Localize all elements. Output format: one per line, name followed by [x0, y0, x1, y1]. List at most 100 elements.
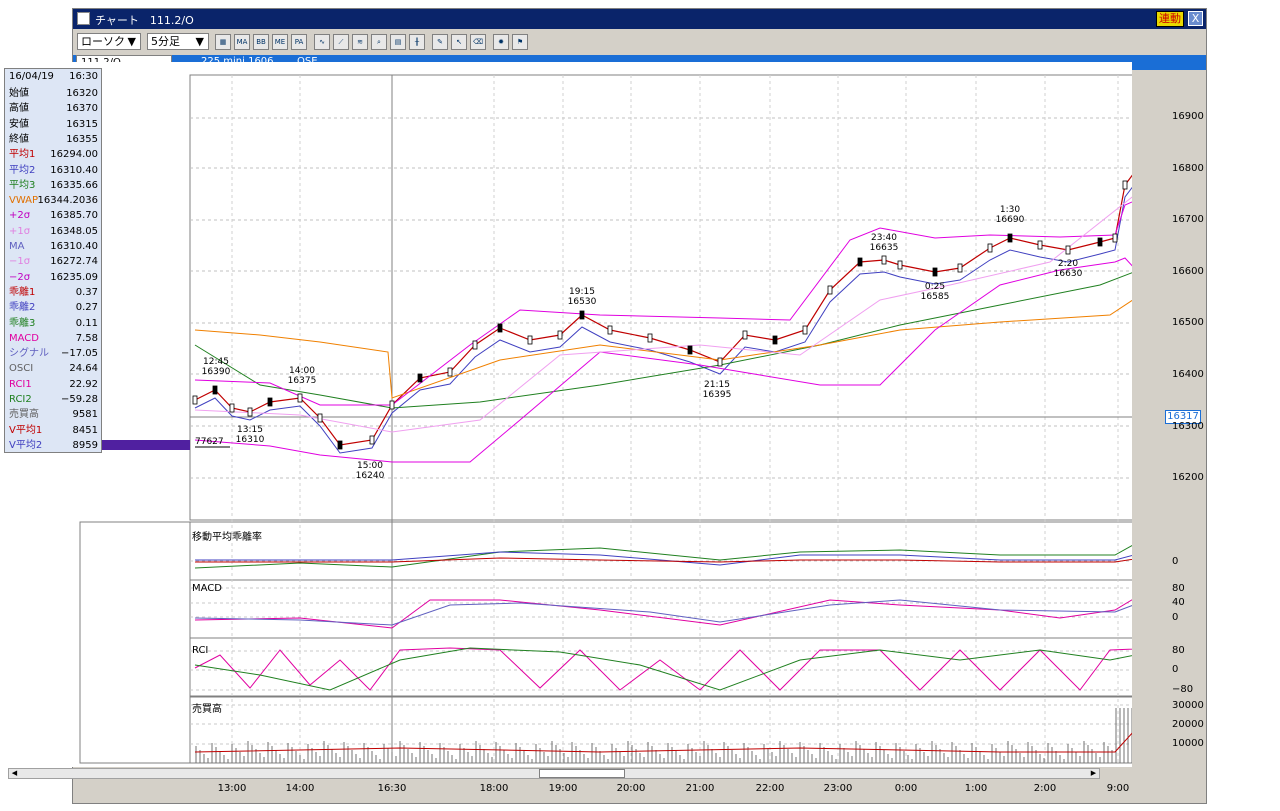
price-chart[interactable]	[8, 62, 1166, 767]
panel-row: シグナル −17.05	[5, 346, 101, 362]
x-axis-tick-label: 0:00	[894, 783, 918, 794]
chart-icon[interactable]: ▦	[215, 34, 231, 50]
panel-row-value: 8959	[72, 439, 98, 451]
panel-row: OSCI 24.64	[5, 361, 101, 377]
annotation-time: 19:15	[569, 287, 595, 297]
pointer-icon[interactable]: ↖	[451, 34, 467, 50]
line-icon[interactable]: ∿	[314, 34, 330, 50]
annotation-time: 1:30	[999, 205, 1021, 215]
horizontal-scrollbar[interactable]: ◀ ▶	[8, 768, 1100, 779]
chart-area[interactable]	[8, 62, 1166, 767]
grid-icon[interactable]: ╫	[409, 34, 425, 50]
annotation-time: 2:20	[1057, 259, 1079, 269]
candle	[687, 345, 693, 355]
annotation-time: 23:40	[871, 233, 897, 243]
panel-row-label: MACD	[9, 332, 39, 344]
panel-row-label: 乖離1	[9, 286, 36, 298]
link-toggle-button[interactable]: 連動	[1156, 11, 1184, 27]
panel-row-label: OSCI	[9, 363, 34, 375]
deviation-line-3	[194, 529, 1161, 569]
candle	[557, 330, 563, 340]
volume-marker: 77627	[195, 437, 224, 447]
panel-row: 乖離2 0.27	[5, 300, 101, 316]
candle	[229, 403, 235, 413]
panel-row-value: 16310.40	[50, 164, 98, 176]
interval-value: 5分足	[151, 35, 180, 48]
zoom-icon[interactable]: ⌕	[371, 34, 387, 50]
panel-row-value: 16294.00	[50, 149, 98, 161]
pen-icon[interactable]: ✎	[432, 34, 448, 50]
me-button[interactable]: ME	[272, 34, 288, 50]
annotation-time: 0:25	[924, 282, 946, 292]
panel-row: 終値 16355	[5, 132, 101, 148]
panel-row-value: 16355	[66, 133, 98, 145]
scroll-left-icon[interactable]: ◀	[11, 769, 18, 777]
x-axis-tick-label: 23:00	[823, 783, 853, 794]
panel-row-value: −17.05	[60, 348, 98, 360]
toolbar: ローソク ▼ 5分足 ▼ ▦ MA BB ME PA ∿ ⟋ ≋ ⌕ ▤ ╫ ✎…	[73, 30, 1206, 54]
panel-row-value: 16335.66	[50, 179, 98, 191]
y-axis-tick-label: 30000	[1172, 700, 1204, 711]
eraser-icon[interactable]: ⌫	[470, 34, 486, 50]
y-axis-tick-label: 16900	[1172, 111, 1204, 122]
ma-button[interactable]: MA	[234, 34, 250, 50]
x-axis-tick-label: 2:00	[1033, 783, 1057, 794]
panel-row: −2σ 16235.09	[5, 270, 101, 286]
panel-row: MACD 7.58	[5, 331, 101, 347]
y-axis-tick-label: 16300	[1172, 421, 1204, 432]
y-axis-tick-label: 16500	[1172, 317, 1204, 328]
draw-icon[interactable]: ⟋	[333, 34, 349, 50]
panel-row-label: V平均1	[9, 424, 43, 436]
indicator-pane-frame	[189, 521, 1166, 581]
y-axis-tick-label: 16400	[1172, 369, 1204, 380]
chart-type-dropdown[interactable]: ローソク ▼	[77, 33, 141, 50]
candle	[192, 395, 198, 405]
indicator-pane-frame	[189, 696, 1166, 764]
panel-row-label: 平均2	[9, 164, 36, 176]
candle	[212, 385, 218, 395]
panel-row-label: 高値	[9, 103, 29, 115]
pa-button[interactable]: PA	[291, 34, 307, 50]
panel-row-label: VWAP	[9, 195, 39, 207]
window-title: チャート 111.2/O	[95, 14, 194, 27]
candle	[1112, 233, 1118, 243]
bb-upper-line	[194, 189, 1161, 406]
annotation-price: 16310	[235, 435, 265, 445]
panel-row: MA 16310.40	[5, 239, 101, 255]
candle	[717, 357, 723, 367]
panel-row-label: 安値	[9, 118, 29, 130]
candle	[527, 335, 533, 345]
x-axis-tick-label: 18:00	[479, 783, 509, 794]
bb-button[interactable]: BB	[253, 34, 269, 50]
panel-row-value: 16320	[66, 88, 98, 99]
candle	[1007, 233, 1013, 243]
panel-row-label: 乖離2	[9, 302, 36, 314]
panel-row-value: 0.37	[75, 286, 98, 298]
interval-dropdown[interactable]: 5分足 ▼	[147, 33, 209, 50]
chart-type-value: ローソク	[81, 35, 125, 48]
macd-line	[194, 582, 1161, 629]
candle	[337, 440, 343, 450]
close-button[interactable]: X	[1188, 11, 1203, 26]
price-annotation: 15:00 16240	[356, 461, 385, 481]
panel-row-value: 8451	[72, 424, 98, 436]
scroll-right-icon[interactable]: ▶	[1090, 769, 1097, 777]
panel-date: 16/04/19	[9, 71, 54, 82]
flag-icon[interactable]: ⚑	[512, 34, 528, 50]
current-price-tag: 16317	[1165, 410, 1201, 424]
scroll-thumb[interactable]	[539, 769, 625, 778]
fib-icon[interactable]: ≋	[352, 34, 368, 50]
annotation-time: 12:45	[203, 357, 229, 367]
panel-row-label: RCI2	[9, 394, 32, 405]
chevron-down-icon: ▼	[195, 35, 204, 48]
title-bar[interactable]: チャート 111.2/O 連動 X	[73, 9, 1206, 29]
candle	[579, 310, 585, 320]
panel-row: +2σ 16385.70	[5, 208, 101, 224]
rci-title: RCI	[192, 645, 209, 656]
price-annotation: 19:15 16530	[568, 287, 597, 307]
x-axis-tick-label: 9:00	[1106, 783, 1130, 794]
calc-icon[interactable]: ▤	[390, 34, 406, 50]
panel-row-label: −2σ	[9, 271, 31, 283]
marker-icon[interactable]: ✹	[493, 34, 509, 50]
annotation-time: 13:15	[237, 425, 263, 435]
